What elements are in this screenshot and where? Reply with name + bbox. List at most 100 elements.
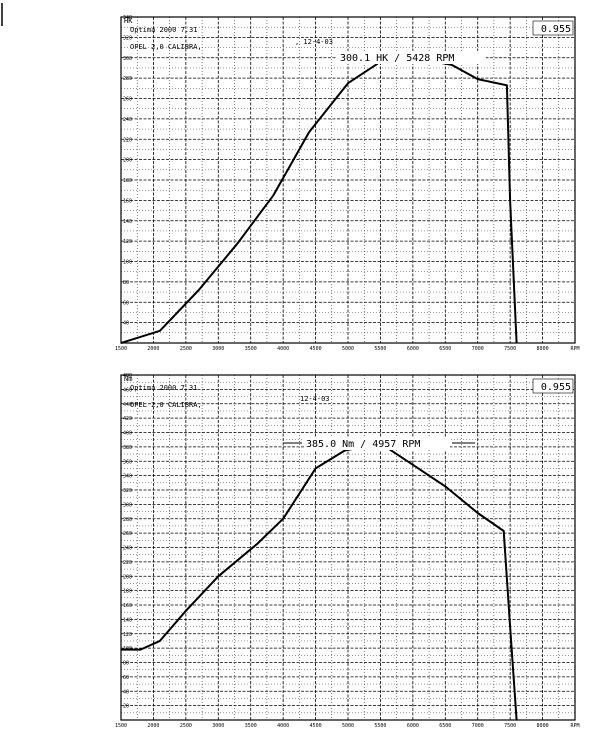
peak-annotation-2: 385.0 Nm / 4957 RPM [306,439,420,450]
y-tick-label-1: 320 [123,35,132,41]
data-point-2 [314,467,317,470]
data-point-1 [237,242,239,244]
y-tick-label-1: 80 [123,280,129,286]
x-tick-label-1: 2500 [180,346,192,352]
data-point-2 [282,518,284,520]
y-tick-label-1: 140 [123,219,132,225]
data-point-1 [509,199,511,201]
y-tick-label-1: 260 [123,97,132,103]
y-tick-label-1: 340 [123,15,132,21]
y-tick-label-1: 60 [123,300,129,306]
data-point-1 [516,342,518,344]
x-tick-label-1: 1500 [115,346,127,352]
y-tick-label-2: 120 [123,632,132,638]
y-tick-label-1: 220 [123,137,132,143]
data-point-2 [509,625,511,628]
y-tick-label-2: 200 [123,574,132,580]
unit-label-2: Nm [124,375,132,383]
data-point-2 [217,575,219,577]
x-tick-label-1: 7000 [472,346,484,352]
vehicle-label-2: OPEL 2,0 CALIBRA, [130,401,202,409]
x-tick-label-2: 6000 [407,723,419,729]
x-tick-label-2: 7500 [504,723,516,729]
x-tick-label-2: 1500 [115,723,127,729]
x-tick-label-1: 6500 [439,346,451,352]
y-tick-label-2: 460 [123,387,132,393]
y-tick-label-2: 280 [123,517,132,523]
data-point-1 [506,84,508,86]
x-tick-label-2: 4000 [277,723,289,729]
x-tick-label-2: 8000 [537,723,549,729]
x-tick-label-2: RPM [570,723,579,729]
y-tick-label-2: 400 [123,431,132,437]
correction-factor-2: 0.955 [541,382,571,393]
x-tick-label-2: 2500 [180,723,192,729]
vehicle-label-1: OPEL 2,0 CALIBRA, [130,43,202,51]
data-point-1 [198,289,200,291]
software-label-2: Optima 2000 7.31 [130,384,197,392]
y-tick-label-1: 160 [123,198,132,204]
data-point-1 [451,64,453,66]
date-label-1: , 12-4-03 [295,38,333,46]
x-tick-label-2: 5000 [342,723,354,729]
correction-box-1 [532,20,574,36]
x-tick-label-2: 2000 [147,723,159,729]
y-tick-label-1: 100 [123,260,132,266]
y-tick-label-2: 40 [123,689,129,695]
y-tick-label-1: 280 [123,76,132,82]
unit-label-1: HK [124,17,133,25]
data-point-2 [344,449,346,452]
data-point-1 [347,82,349,84]
date-label-2: 12-4-03 [300,395,330,403]
data-point-2 [139,648,142,651]
y-tick-label-2: 180 [123,589,132,595]
y-tick-label-2: 60 [123,675,129,681]
x-tick-label-1: 4000 [277,346,289,352]
x-tick-label-1: 6000 [407,346,419,352]
y-tick-label-2: 260 [123,531,132,537]
x-tick-label-2: 3500 [245,723,257,729]
data-point-2 [159,640,161,642]
y-tick-label-1: 300 [123,56,132,62]
y-tick-label-1: 40 [123,321,129,327]
data-point-2 [185,610,187,612]
data-point-2 [444,485,446,488]
y-tick-label-2: 300 [123,502,132,508]
data-point-1 [308,131,310,133]
data-point-2 [412,464,414,466]
x-tick-label-2: 5500 [374,723,386,729]
x-tick-label-2: 6500 [439,723,451,729]
y-tick-label-1: 180 [123,178,132,184]
data-point-2 [120,648,122,651]
x-tick-label-1: 5500 [374,346,386,352]
y-tick-label-2: 320 [123,488,132,494]
y-tick-label-2: 140 [123,617,132,623]
correction-factor-1: 0.955 [541,24,571,35]
y-tick-label-2: 440 [123,402,132,408]
y-tick-label-2: 360 [123,459,132,465]
x-tick-label-2: 3000 [212,723,224,729]
data-point-2 [256,543,258,545]
data-point-2 [516,719,518,721]
data-point-1 [159,330,161,332]
x-tick-label-1: 2000 [147,346,159,352]
x-tick-label-1: 8000 [537,346,549,352]
y-tick-label-2: 420 [123,416,132,422]
data-point-1 [477,78,479,80]
y-tick-label-2: 80 [123,661,129,667]
x-tick-label-1: 7500 [504,346,516,352]
y-tick-label-2: 220 [123,560,132,566]
series-line-2 [121,442,518,721]
y-tick-label-2: 240 [123,546,132,552]
y-tick-label-1: 120 [123,239,132,245]
x-tick-label-1: 3500 [245,346,257,352]
data-point-1 [272,194,275,196]
data-point-1 [120,342,122,344]
x-tick-label-1: 4500 [310,346,322,352]
y-tick-label-1: 240 [123,117,132,123]
x-tick-label-1: 3000 [212,346,224,352]
y-tick-label-2: 340 [123,474,132,480]
y-tick-label-2: 160 [123,603,132,609]
x-tick-label-1: 5000 [342,346,354,352]
